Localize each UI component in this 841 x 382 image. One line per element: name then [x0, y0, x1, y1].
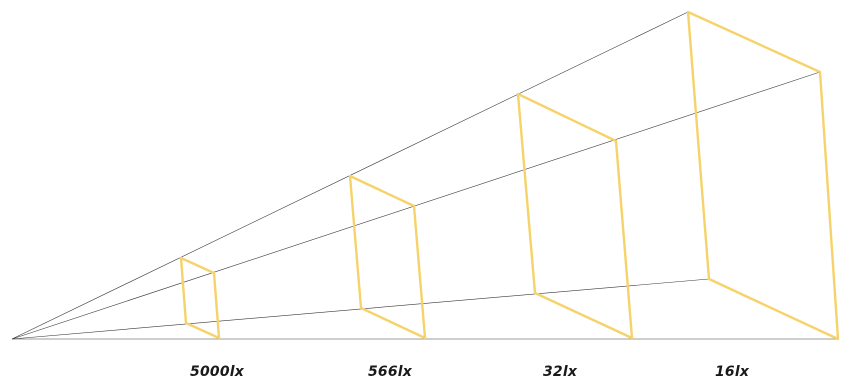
lux-label-1: 5000lx	[190, 364, 244, 380]
lux-label-4: 16lx	[714, 364, 750, 380]
lux-label-3: 32lx	[542, 364, 578, 380]
plane-3	[516, 92, 634, 340]
light-rays	[11, 11, 838, 340]
ray-upper-middle	[11, 71, 821, 340]
plane-2	[348, 174, 427, 340]
illuminated-planes	[179, 10, 840, 341]
plane-4	[686, 10, 840, 341]
lux-label-2: 566lx	[367, 364, 413, 380]
plane-1	[179, 256, 221, 340]
